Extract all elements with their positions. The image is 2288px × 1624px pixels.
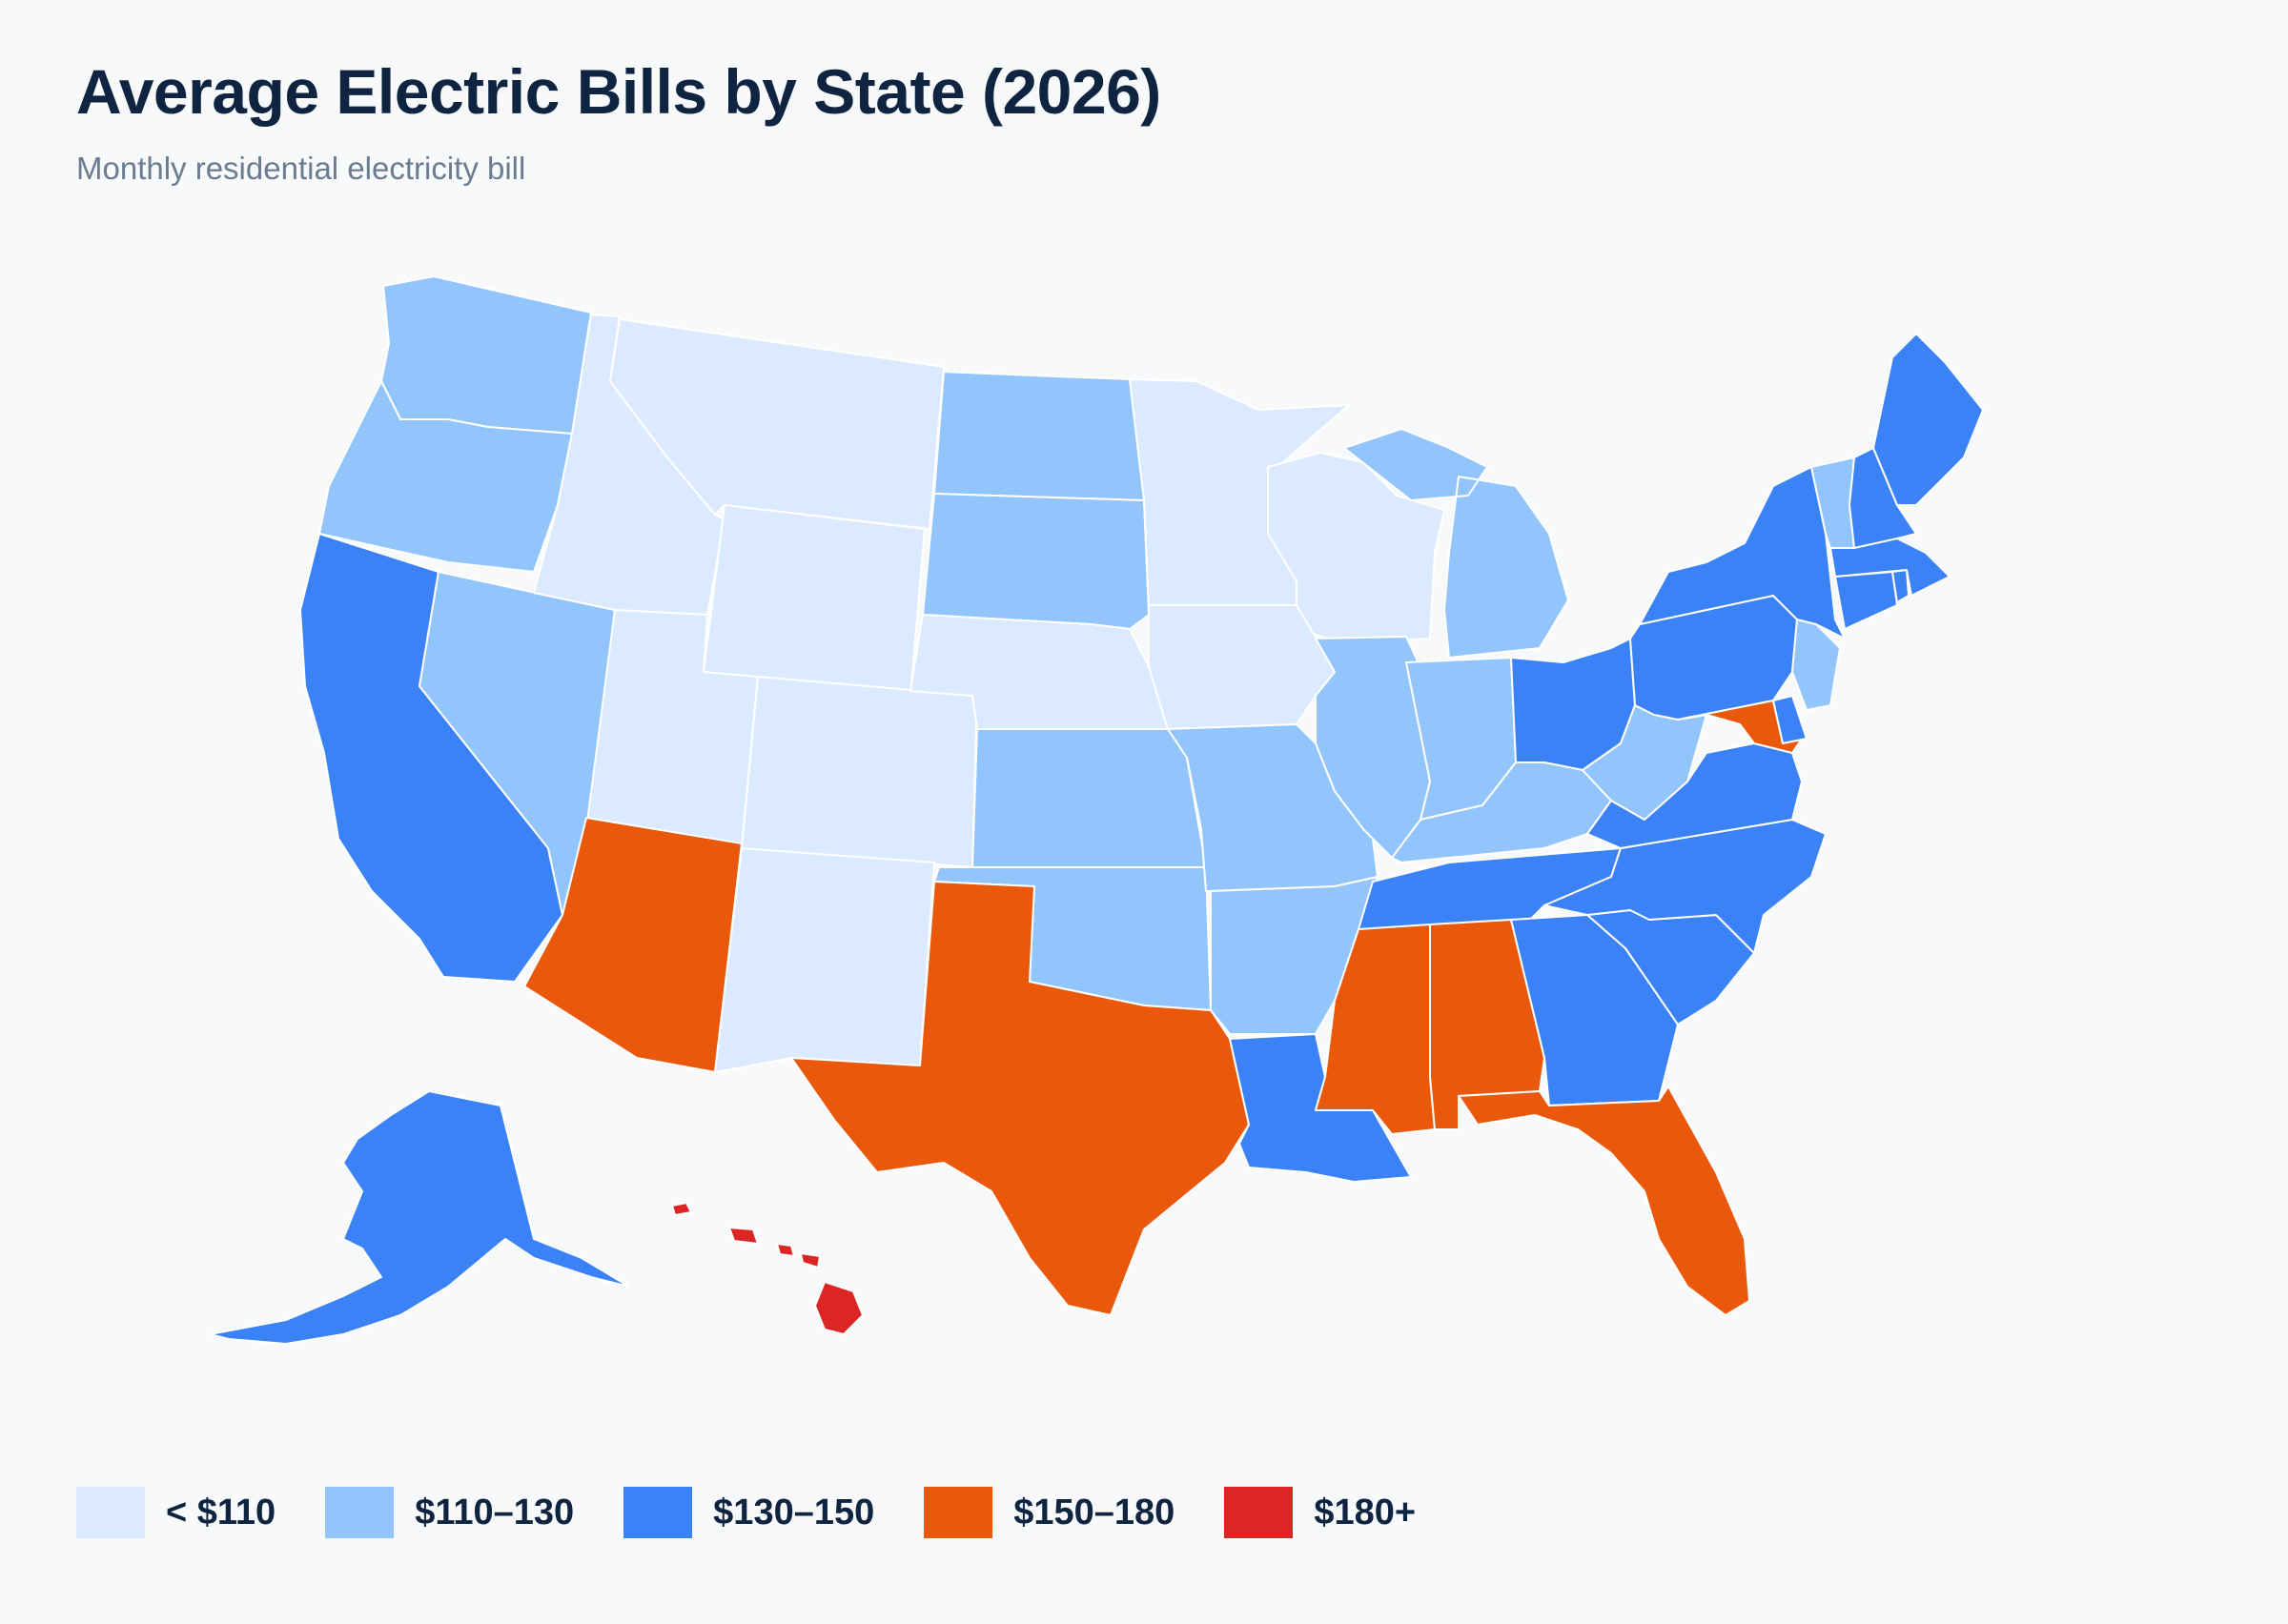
legend-item: $180+ [1224,1487,1416,1538]
legend-swatch [623,1487,693,1538]
state-mi[interactable] [1343,428,1569,659]
state-ma[interactable] [1829,538,1951,597]
state-ct[interactable] [1834,571,1898,630]
state-hi[interactable] [671,1202,864,1335]
legend-swatch [325,1487,395,1538]
state-sd[interactable] [922,493,1150,630]
state-fl[interactable] [1458,1086,1750,1316]
state-co[interactable] [741,676,978,868]
legend-swatch [924,1487,993,1538]
legend-label: < $110 [166,1492,276,1533]
legend-item: $150–180 [924,1487,1175,1538]
map-subtitle: Monthly residential electricity bill [76,151,526,186]
state-or[interactable] [318,380,573,573]
legend-item: $110–130 [325,1487,574,1538]
legend-swatch [76,1487,145,1538]
state-ak[interactable] [209,1090,630,1345]
state-wy[interactable] [703,504,926,697]
map-title: Average Electric Bills by State (2026) [76,56,1161,127]
state-az[interactable] [523,817,743,1073]
state-nd[interactable] [933,371,1145,501]
legend: < $110 $110–130 $130–150 $150–180 $180+ [76,1487,1465,1538]
state-tx[interactable] [790,881,1250,1316]
state-nm[interactable] [714,847,935,1073]
state-me[interactable] [1872,333,1984,506]
legend-item: $130–150 [623,1487,874,1538]
legend-label: $180+ [1314,1492,1417,1533]
legend-swatch [1224,1487,1294,1538]
legend-label: $110–130 [415,1492,575,1533]
state-wa[interactable] [380,275,592,435]
state-de[interactable] [1772,695,1808,744]
state-ks[interactable] [971,728,1207,868]
legend-item: < $110 [76,1487,276,1538]
legend-label: $150–180 [1013,1492,1175,1533]
legend-label: $130–150 [713,1492,875,1533]
